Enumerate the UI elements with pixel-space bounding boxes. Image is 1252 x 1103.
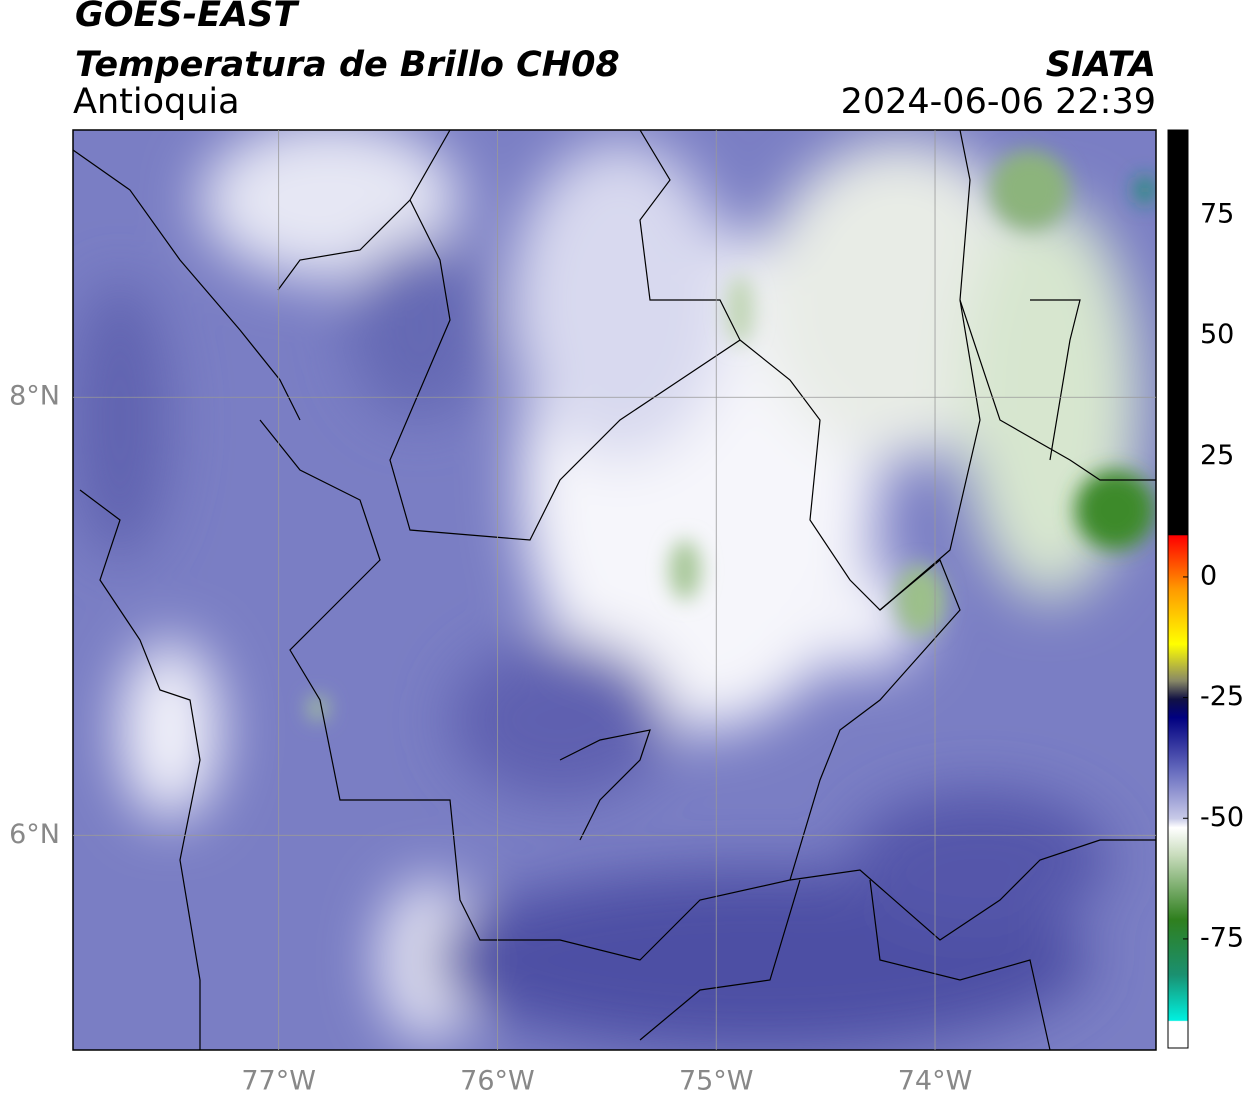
colorbar-tick-label: 25 [1200, 440, 1234, 471]
colorbar-tick-label: 0 [1200, 560, 1217, 591]
lat-tick-label: 8°N [9, 381, 60, 412]
lon-tick-label: 77°W [241, 1066, 316, 1097]
colorbar-tick-label: 50 [1200, 319, 1234, 350]
source: SIATA [1046, 45, 1156, 85]
colorbar-tick-label: -75 [1200, 922, 1244, 953]
satellite-image [73, 130, 1156, 1050]
region: Antioquia [73, 82, 240, 122]
title: GOES-EAST [75, 0, 300, 35]
colorbar [1167, 129, 1189, 1049]
map-frame [72, 129, 1157, 1051]
colorbar-tick-label: -25 [1200, 681, 1244, 712]
lat-tick-label: 6°N [9, 819, 60, 850]
lon-tick-label: 75°W [679, 1066, 754, 1097]
lon-tick-label: 74°W [898, 1066, 973, 1097]
timestamp: 2024-06-06 22:39 [841, 82, 1156, 122]
subtitle: Temperatura de Brillo CH08 [75, 45, 620, 85]
colorbar-tick-label: -50 [1200, 802, 1244, 833]
colorbar-tick-label: 75 [1200, 198, 1234, 229]
lon-tick-label: 76°W [460, 1066, 535, 1097]
